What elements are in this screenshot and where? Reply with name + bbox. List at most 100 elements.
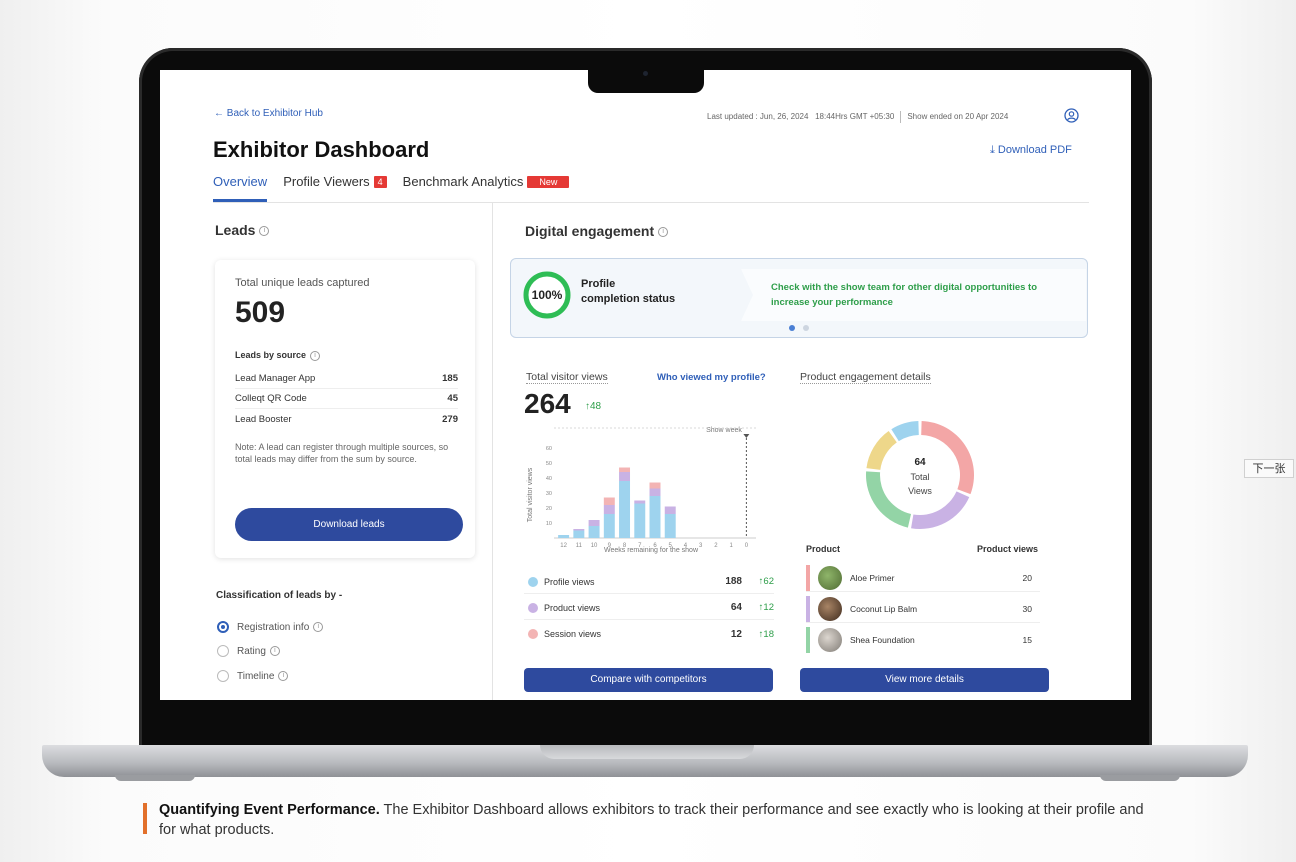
- last-updated: Last updated : Jun, 26, 2024: [707, 112, 809, 122]
- donut-slice: [866, 471, 912, 528]
- radio-label: Rating: [237, 645, 266, 657]
- source-value: 45: [447, 393, 458, 404]
- total-visitor-views-label: Total visitor views: [526, 371, 608, 384]
- completion-label-2: completion status: [581, 293, 676, 305]
- bar-segment: [649, 488, 661, 496]
- dashboard-screen: ← Back to Exhibitor Hub Last updated : J…: [160, 70, 1131, 700]
- legend-delta-value: 18: [763, 628, 774, 640]
- donut-slice: [911, 491, 970, 529]
- bar-segment: [619, 467, 631, 472]
- x-tick-label: 7: [638, 543, 642, 549]
- tab-benchmark-analytics[interactable]: Benchmark Analytics New: [403, 174, 570, 202]
- legend-delta: ↑18: [758, 628, 774, 640]
- x-tick-label: 10: [591, 543, 598, 549]
- y-tick-label: 50: [546, 461, 552, 467]
- source-value: 279: [442, 413, 458, 425]
- total-leads-value: 509: [235, 296, 286, 329]
- user-icon[interactable]: [1064, 108, 1079, 123]
- arrow-up-icon: ↑: [585, 401, 590, 412]
- legend-delta-value: 12: [763, 602, 774, 613]
- bar-segment: [619, 472, 631, 481]
- page-title: Exhibitor Dashboard: [213, 137, 430, 162]
- bar-segment: [649, 482, 661, 489]
- product-color-bar: [806, 627, 810, 653]
- bar-segment: [603, 514, 615, 538]
- source-value: 185: [442, 373, 458, 384]
- product-thumbnail: [818, 628, 842, 652]
- y-tick-label: 10: [546, 521, 552, 527]
- back-link[interactable]: ← Back to Exhibitor Hub: [214, 108, 323, 119]
- product-row[interactable]: Aloe Primer 20: [806, 564, 1040, 592]
- product-row[interactable]: Coconut Lip Balm 30: [806, 595, 1040, 623]
- marker-arrow-icon: [743, 434, 750, 438]
- x-tick-label: 6: [653, 543, 657, 549]
- tab-overview[interactable]: Overview: [213, 174, 268, 202]
- radio-registration-info[interactable]: Registration info i: [217, 621, 324, 633]
- laptop-groove: [540, 745, 754, 759]
- y-tick-label: 40: [546, 476, 552, 482]
- leads-by-source-label: Leads by source: [235, 350, 307, 360]
- source-row: Colleqt QR Code 45: [235, 389, 458, 409]
- show-ended: Show ended on 20 Apr 2024: [907, 112, 1009, 122]
- donut-label-1: Total: [910, 472, 929, 482]
- classification-heading: Classification of leads by -: [216, 590, 343, 601]
- info-icon[interactable]: i: [658, 227, 669, 238]
- caption-text: The Exhibitor Dashboard allows exhibitor…: [159, 802, 1144, 838]
- legend-delta: ↑12: [758, 602, 774, 613]
- tab-profile-viewers[interactable]: Profile Viewers 4: [283, 174, 387, 202]
- arrow-left-icon: ←: [214, 108, 227, 119]
- info-icon[interactable]: i: [313, 622, 324, 632]
- digital-title: Digital engagement: [525, 223, 655, 239]
- x-tick-label: 9: [608, 543, 612, 549]
- info-icon[interactable]: i: [259, 226, 270, 237]
- product-row[interactable]: Shea Foundation 15: [806, 626, 1040, 654]
- download-pdf-link[interactable]: ⤓ Download PDF: [990, 144, 1072, 157]
- radio-rating[interactable]: Rating i: [217, 645, 280, 657]
- legend-name: Session views: [544, 629, 602, 639]
- donut-slice: [891, 421, 919, 442]
- carousel-dot-active[interactable]: [789, 325, 795, 331]
- download-leads-button[interactable]: Download leads: [235, 508, 463, 541]
- chart-x-label: Weeks remaining for the show: [604, 547, 699, 554]
- x-tick-label: 11: [576, 543, 583, 549]
- completion-ring: 100%: [523, 271, 571, 319]
- legend-swatch: [528, 576, 538, 587]
- radio-label: Timeline: [237, 670, 275, 682]
- product-thumbnail: [818, 565, 842, 590]
- laptop-foot-left: [115, 775, 195, 781]
- profile-completion-card: 100% Profile completion status Check with…: [510, 258, 1088, 338]
- x-tick-label: 12: [560, 543, 567, 549]
- leads-note: Note: A lead can register through multip…: [235, 442, 449, 464]
- x-tick-label: 1: [729, 543, 733, 549]
- info-icon[interactable]: i: [269, 646, 280, 656]
- tab-profile-viewers-label: Profile Viewers: [283, 174, 370, 189]
- views-delta-value: 48: [590, 401, 602, 412]
- caption-accent-bar: [143, 803, 147, 834]
- legend-swatch: [528, 629, 538, 639]
- info-icon[interactable]: i: [310, 350, 321, 361]
- view-more-details-button[interactable]: View more details: [800, 668, 1049, 692]
- info-icon[interactable]: i: [278, 671, 289, 681]
- total-leads-label: Total unique leads captured: [235, 277, 370, 289]
- update-meta: Last updated : Jun, 26, 2024 18:44Hrs GM…: [707, 111, 1008, 123]
- legend-row-session-views: Session views 12 ↑18: [524, 622, 774, 646]
- donut-label-2: Views: [908, 486, 932, 496]
- product-color-bar: [806, 564, 810, 591]
- compare-competitors-button[interactable]: Compare with competitors: [524, 668, 773, 692]
- who-viewed-link[interactable]: Who viewed my profile?: [657, 372, 766, 383]
- completion-label-1: Profile: [581, 278, 616, 290]
- views-delta: ↑48: [585, 401, 601, 412]
- next-slide-button[interactable]: 下一张: [1244, 459, 1294, 478]
- camera-icon: [643, 71, 648, 76]
- bar-segment: [649, 496, 661, 538]
- source-row: Lead Manager App 185: [235, 369, 458, 389]
- radio-timeline[interactable]: Timeline i: [217, 670, 289, 682]
- x-tick-label: 4: [684, 543, 688, 549]
- carousel-dot[interactable]: [803, 325, 809, 331]
- radio-icon: [217, 645, 229, 657]
- donut-slice: [866, 431, 897, 470]
- laptop-foot-right: [1100, 775, 1180, 781]
- legend-name: Product views: [544, 602, 601, 613]
- donut-total: 64: [914, 457, 926, 468]
- bar-segment: [588, 520, 600, 526]
